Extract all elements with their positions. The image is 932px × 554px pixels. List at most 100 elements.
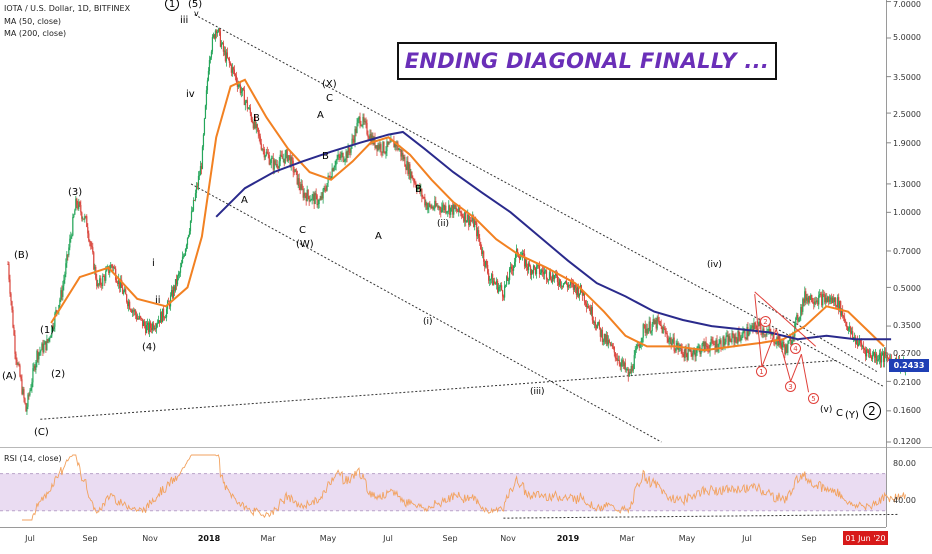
x-tick-label-year: 2019	[556, 534, 580, 543]
candle-body	[69, 238, 71, 248]
candle-body	[238, 84, 240, 86]
candle-body	[672, 337, 674, 343]
candle-body	[472, 216, 474, 222]
y-tick-label: 5.0000	[893, 33, 921, 42]
candle-body	[239, 84, 241, 94]
candle-body	[552, 275, 555, 280]
candle-body	[51, 325, 53, 336]
candle-body	[586, 305, 588, 307]
wave-label: i	[152, 258, 155, 269]
candle-body	[176, 275, 179, 285]
y-tick-label: 0.2700	[893, 349, 921, 358]
candle-body	[631, 366, 633, 371]
candle-body	[525, 259, 528, 268]
candle-body	[695, 352, 697, 357]
candle-body	[664, 328, 666, 333]
candle-body	[235, 75, 237, 82]
wave-label: B	[322, 151, 329, 162]
candle-body	[636, 344, 638, 349]
candle-body	[660, 324, 662, 327]
candle-body	[709, 345, 711, 352]
candle-body	[423, 197, 425, 198]
candle-body	[374, 137, 376, 148]
candle-body	[475, 221, 477, 223]
candle-body	[292, 160, 294, 172]
candle-body	[651, 323, 653, 332]
lower-channel-line	[190, 183, 662, 443]
candle-body	[147, 322, 149, 326]
candle-body	[718, 342, 720, 349]
candle-body	[24, 398, 26, 404]
candle-body	[216, 31, 219, 34]
candle-body	[665, 332, 667, 334]
candle-body	[250, 113, 252, 121]
candle-body	[129, 301, 131, 310]
candle-body	[846, 321, 848, 327]
candle-body	[617, 359, 619, 361]
candle-body	[325, 190, 327, 192]
candle-body	[490, 279, 492, 280]
candle-body	[342, 153, 344, 162]
candle-body	[571, 283, 574, 284]
candle-body	[329, 176, 331, 179]
candle-body	[675, 345, 677, 352]
wave-circle-label: 1	[165, 0, 179, 11]
y-tick-label: 3.5000	[893, 73, 921, 82]
candle-body	[217, 28, 220, 32]
candle-body	[125, 289, 127, 295]
candle-body	[224, 50, 226, 62]
candle-body	[332, 168, 334, 172]
candle-body	[45, 341, 47, 351]
candle-body	[691, 353, 693, 357]
candle-body	[86, 216, 88, 228]
candle-body	[294, 169, 296, 173]
candle-body	[279, 154, 281, 162]
wave-label: A	[241, 195, 248, 206]
candle-body	[547, 279, 550, 281]
candle-body	[151, 327, 153, 331]
candle-body	[93, 252, 95, 270]
x-tick-label: Nov	[500, 534, 516, 543]
candle-body	[860, 339, 862, 343]
candle-body	[837, 297, 839, 307]
candle-body	[848, 328, 850, 331]
candle-body	[70, 236, 72, 239]
candle-body	[167, 301, 170, 303]
candle-body	[439, 206, 441, 210]
candle-body	[721, 348, 723, 350]
candle-body	[813, 302, 815, 305]
candle-body	[385, 151, 387, 154]
candle-body	[442, 204, 444, 208]
diagonal-wave-label: 5	[808, 393, 819, 404]
candles-group	[7, 27, 907, 416]
candle-body	[208, 60, 211, 71]
candle-body	[127, 301, 129, 307]
candle-body	[318, 199, 320, 204]
candle-body	[73, 214, 75, 218]
candle-body	[529, 266, 532, 275]
candle-body	[622, 360, 624, 367]
candle-body	[174, 279, 177, 291]
candle-body	[122, 287, 124, 294]
candle-body	[101, 284, 103, 286]
candle-body	[671, 342, 673, 346]
ma200-line	[215, 130, 892, 341]
candle-body	[424, 197, 426, 206]
candle-body	[96, 278, 98, 287]
candle-body	[422, 196, 424, 198]
candle-body	[809, 296, 811, 300]
candle-body	[295, 169, 297, 171]
ma50-line	[50, 78, 885, 352]
candle-body	[608, 340, 610, 343]
candle-body	[440, 209, 442, 213]
candle-body	[811, 294, 813, 302]
candle-body	[314, 193, 316, 205]
candle-body	[199, 166, 202, 176]
x-tick-label: May	[678, 534, 696, 543]
candle-body	[306, 189, 308, 202]
candle-body	[19, 365, 21, 377]
candle-body	[450, 207, 452, 215]
candle-body	[510, 266, 513, 270]
candle-body	[319, 199, 321, 201]
